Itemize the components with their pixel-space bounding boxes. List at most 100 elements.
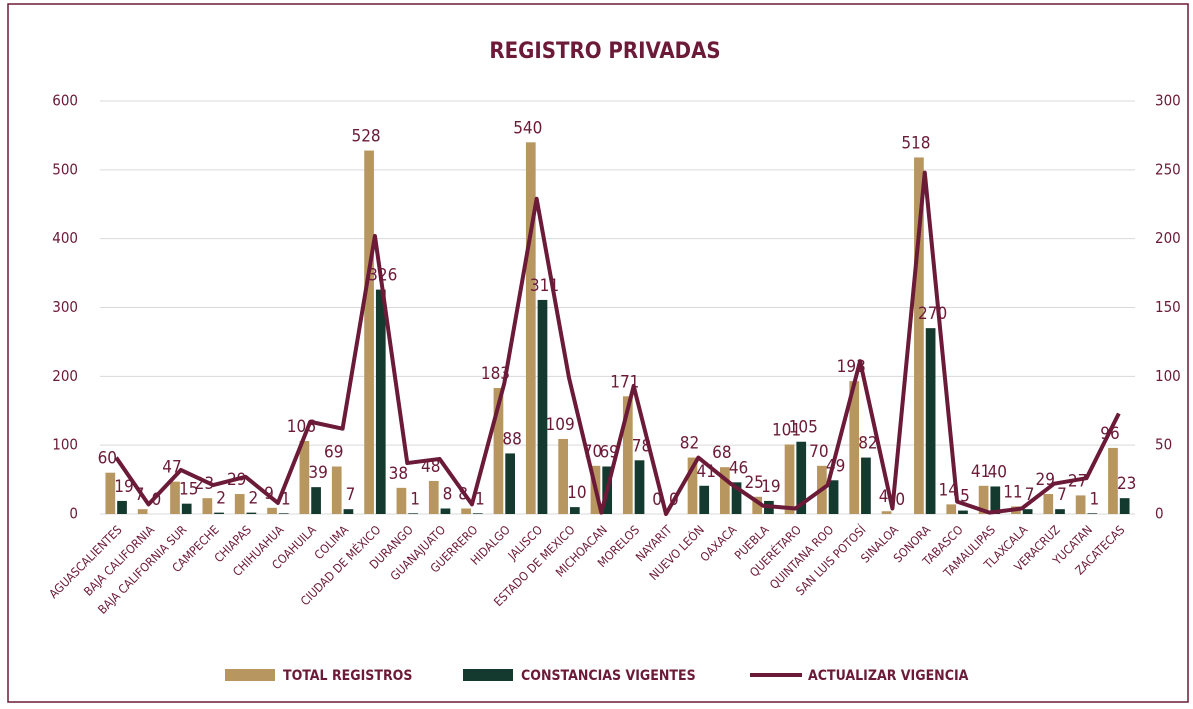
data-label: 39	[308, 463, 327, 483]
data-label: 96	[1100, 424, 1119, 444]
data-label: 5	[960, 487, 970, 507]
y-tick-label: 400	[52, 229, 78, 247]
data-label: 105	[789, 418, 818, 438]
data-label: 60	[98, 449, 117, 469]
data-label: 0	[152, 490, 162, 510]
legend-label: ACTUALIZAR VIGENCIA	[808, 668, 969, 684]
legend-label: CONSTANCIAS VIGENTES	[521, 668, 696, 684]
data-label: 1	[475, 489, 485, 509]
legend-swatch	[463, 669, 513, 681]
data-label: 70	[809, 442, 828, 462]
bar	[525, 142, 536, 515]
data-label: 1	[281, 489, 291, 509]
bar	[202, 498, 213, 514]
data-label: 9	[264, 484, 274, 504]
bar	[1055, 509, 1065, 514]
data-label: 171	[610, 372, 639, 392]
data-label: 270	[918, 304, 947, 324]
bar	[828, 480, 839, 514]
bar	[408, 513, 418, 514]
bar	[914, 157, 924, 514]
data-label: 326	[368, 266, 397, 286]
bar	[1119, 498, 1130, 514]
bar	[699, 485, 710, 514]
chart-title: REGISTRO PRIVADAS	[489, 39, 720, 64]
data-label: 2	[216, 489, 226, 509]
data-label: 106	[287, 417, 316, 437]
data-label: 19	[761, 477, 780, 497]
bar	[990, 486, 1001, 514]
data-label: 69	[599, 443, 618, 463]
data-label: 48	[421, 457, 440, 477]
data-label: 47	[162, 458, 181, 478]
data-label: 4	[879, 487, 889, 507]
data-label: 311	[530, 276, 559, 296]
bar	[278, 513, 289, 514]
bar	[569, 507, 580, 514]
data-label: 1	[410, 489, 420, 509]
data-label: 11	[1003, 482, 1022, 502]
bar	[472, 513, 483, 514]
data-label: 70	[583, 442, 602, 462]
bar	[946, 504, 957, 514]
data-label: 82	[680, 434, 699, 454]
y2-tick-label: 50	[1155, 436, 1172, 454]
bar	[634, 460, 645, 514]
data-label: 193	[837, 357, 866, 377]
bar	[267, 507, 277, 514]
data-label: 27	[1068, 471, 1087, 491]
bar	[105, 472, 116, 514]
data-label: 10	[567, 483, 586, 503]
bar	[752, 496, 763, 514]
data-label: 25	[744, 473, 763, 493]
data-label: 46	[729, 458, 748, 478]
y-tick-label: 200	[52, 367, 78, 385]
bar	[925, 328, 936, 514]
bar	[181, 503, 192, 514]
data-label: 23	[195, 474, 214, 494]
data-label: 40	[988, 462, 1007, 482]
bar	[1043, 494, 1054, 514]
bar	[537, 299, 548, 514]
bar	[958, 510, 968, 514]
bar	[170, 481, 180, 514]
data-label: 109	[546, 415, 575, 435]
bar	[331, 466, 342, 514]
bar	[687, 457, 698, 514]
y2-tick-label: 250	[1155, 160, 1181, 178]
bar	[881, 511, 892, 514]
bar	[234, 494, 245, 514]
data-label: 7	[346, 485, 356, 505]
y2-tick-label: 300	[1155, 92, 1181, 110]
bar	[1022, 509, 1033, 514]
bar	[461, 508, 471, 514]
bar	[1075, 495, 1086, 514]
bar	[861, 457, 871, 514]
y2-tick-label: 100	[1155, 367, 1181, 385]
bar	[558, 438, 568, 514]
data-label: 82	[858, 434, 877, 454]
data-label: 78	[632, 436, 651, 456]
data-label: 29	[1036, 470, 1055, 490]
bar	[299, 441, 310, 514]
data-label: 101	[772, 420, 801, 440]
y2-tick-label: 200	[1155, 229, 1181, 247]
data-label: 183	[481, 364, 510, 384]
data-label: 540	[513, 118, 542, 138]
data-label: 8	[458, 484, 468, 504]
data-label: 88	[502, 429, 521, 449]
data-label: 49	[826, 456, 845, 476]
data-label: 7	[1057, 485, 1067, 505]
legend-swatch	[225, 669, 275, 681]
bar	[731, 482, 742, 514]
y-tick-label: 300	[52, 298, 78, 316]
bar	[622, 396, 633, 514]
bar	[796, 441, 807, 514]
bar	[428, 480, 439, 514]
data-label: 0	[652, 490, 662, 510]
bar	[440, 508, 451, 514]
data-label: 68	[712, 443, 731, 463]
data-label: 0	[895, 490, 905, 510]
bar	[978, 485, 989, 514]
data-label: 0	[669, 490, 679, 510]
